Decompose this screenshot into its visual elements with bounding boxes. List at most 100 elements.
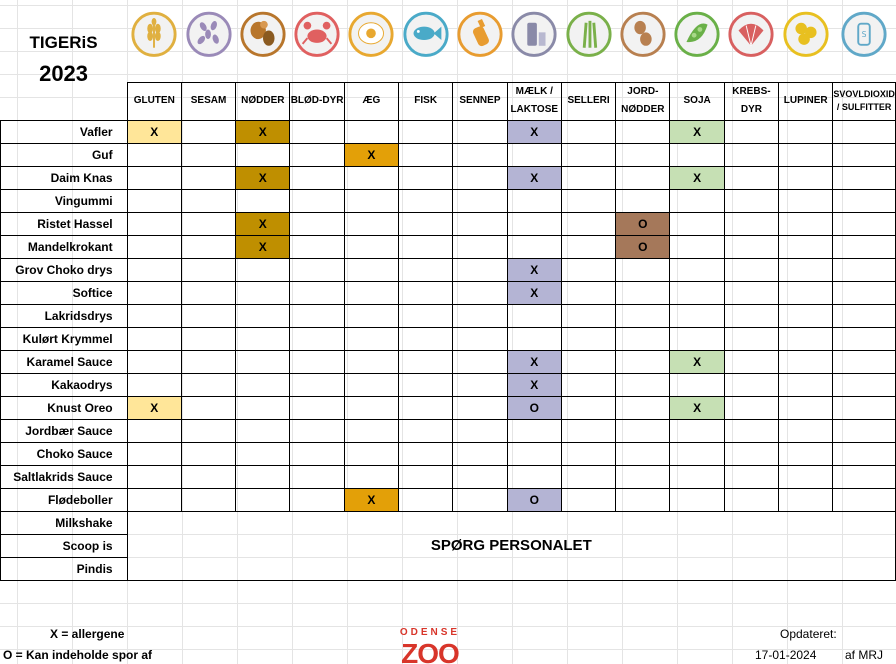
allergen-mark: X [506, 119, 562, 144]
empty-cell [723, 372, 780, 397]
empty-cell [289, 257, 345, 282]
empty-cell [398, 280, 454, 305]
table-row: Choko Sauce [0, 441, 896, 466]
wheat-icon [131, 11, 177, 57]
allergen-mark: X [669, 349, 725, 374]
product-name: Milkshake [0, 510, 128, 535]
allergen-header: SENNEP [452, 81, 508, 121]
product-name: Pindis [0, 556, 128, 581]
empty-cell [723, 211, 780, 236]
sesame-seeds-icon [185, 11, 232, 57]
empty-cell [615, 487, 671, 512]
legend-o: O = Kan indeholde spor af [3, 648, 153, 662]
updated-date: 17-01-2024 [755, 648, 817, 662]
empty-cell [289, 234, 345, 259]
empty-cell [180, 234, 237, 259]
empty-cell [126, 303, 182, 328]
shell-icon [728, 11, 774, 57]
empty-cell [452, 372, 508, 397]
empty-cell [506, 464, 562, 489]
empty-cell [452, 142, 508, 167]
empty-cell [180, 395, 237, 420]
product-name: Flødeboller [0, 487, 128, 512]
empty-cell [235, 395, 291, 420]
product-name: Vingummi [0, 188, 128, 213]
crab-icon [294, 11, 340, 57]
allergen-icon-cell [724, 0, 778, 82]
empty-cell [615, 349, 671, 374]
empty-cell [615, 372, 671, 397]
allergen-mark: O [506, 487, 562, 512]
empty-cell [560, 142, 617, 167]
empty-cell [343, 464, 400, 489]
empty-cell [669, 303, 725, 328]
empty-cell [723, 303, 780, 328]
empty-cell [832, 441, 896, 466]
allergen-icon-cell [616, 0, 670, 82]
empty-cell [126, 441, 182, 466]
empty-cell [343, 188, 400, 213]
empty-cell [723, 119, 780, 144]
empty-cell [235, 349, 291, 374]
empty-cell [126, 349, 182, 374]
allergen-header: KREBS-DYR [723, 81, 780, 121]
empty-cell [235, 257, 291, 282]
allergen-icon-cell [779, 0, 833, 82]
allergen-mark: X [506, 349, 562, 374]
empty-cell [180, 372, 237, 397]
product-name: Kakaodrys [0, 372, 128, 397]
empty-cell [126, 188, 182, 213]
product-name: Kulørt Krymmel [0, 326, 128, 351]
empty-cell [398, 349, 454, 374]
table-row: Flødeboller X O [0, 487, 896, 512]
allergen-mark: X [506, 372, 562, 397]
empty-cell [506, 234, 562, 259]
table-row: Kakaodrys X [0, 372, 896, 397]
table-row: Vingummi [0, 188, 896, 213]
empty-cell [398, 372, 454, 397]
empty-cell [723, 142, 780, 167]
allergen-header: SESAM [180, 81, 237, 121]
empty-cell [560, 418, 617, 443]
empty-cell [615, 280, 671, 305]
empty-cell [832, 142, 896, 167]
allergen-header: LUPINER [778, 81, 834, 121]
empty-cell [452, 326, 508, 351]
empty-cell [669, 441, 725, 466]
empty-cell [723, 234, 780, 259]
empty-cell [343, 418, 400, 443]
empty-cell [832, 119, 896, 144]
empty-cell [615, 142, 671, 167]
empty-cell [289, 441, 345, 466]
empty-cell [289, 303, 345, 328]
empty-cell [235, 303, 291, 328]
svg-text:S: S [862, 30, 867, 39]
empty-cell [343, 303, 400, 328]
empty-cell [126, 257, 182, 282]
empty-cell [669, 234, 725, 259]
empty-cell [723, 441, 780, 466]
empty-cell [832, 280, 896, 305]
odense-zoo-logo: ODENSE ZOO [400, 627, 460, 664]
empty-cell [398, 119, 454, 144]
table-row: Guf X [0, 142, 896, 167]
empty-cell [669, 326, 725, 351]
empty-cell [560, 303, 617, 328]
allergen-mark: X [235, 165, 291, 190]
product-name: Ristet Hassel [0, 211, 128, 236]
empty-cell [615, 395, 671, 420]
empty-cell [832, 464, 896, 489]
empty-cell [180, 257, 237, 282]
empty-cell [452, 280, 508, 305]
empty-cell [778, 487, 834, 512]
empty-cell [832, 211, 896, 236]
allergen-icon-cell [670, 0, 724, 82]
empty-cell [289, 142, 345, 167]
fish-icon [403, 11, 449, 57]
empty-cell [126, 487, 182, 512]
allergen-header: SOJA [669, 81, 725, 121]
empty-cell [343, 326, 400, 351]
empty-cell [398, 211, 454, 236]
empty-cell [778, 326, 834, 351]
empty-cell [506, 303, 562, 328]
